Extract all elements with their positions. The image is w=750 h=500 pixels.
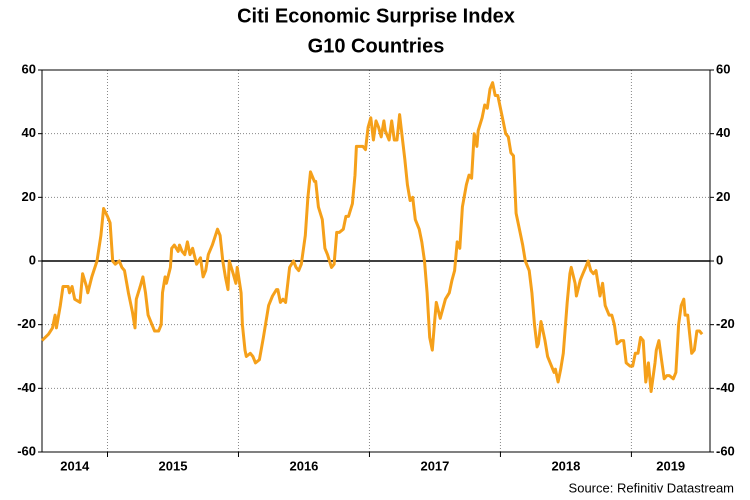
y2-tick-label: -20 (716, 316, 735, 331)
y-tick-label: -40 (17, 380, 36, 395)
x-tick-label: 2015 (159, 458, 188, 473)
x-tick-label: 2016 (289, 458, 318, 473)
y-tick-label: 60 (22, 61, 36, 76)
y2-tick-label: -60 (716, 443, 735, 458)
y-tick-label: 20 (22, 189, 36, 204)
source-note: Source: Refinitiv Datastream (569, 480, 734, 495)
y2-tick-label: 40 (716, 125, 730, 140)
data-line (40, 81, 704, 393)
y-tick-label: -20 (17, 316, 36, 331)
x-tick-label: 2014 (60, 458, 90, 473)
y-tick-label: 40 (22, 125, 36, 140)
x-tick-label: 2018 (551, 458, 580, 473)
y2-tick-label: 20 (716, 189, 730, 204)
y-tick-label: 0 (29, 252, 36, 267)
plot-frame (41, 69, 711, 453)
chart-title: Citi Economic Surprise Index (237, 5, 515, 27)
y2-tick-label: 0 (716, 252, 723, 267)
chart-subtitle: G10 Countries (308, 35, 445, 57)
y-tick-label: -60 (17, 443, 36, 458)
y2-tick-label: 60 (716, 61, 730, 76)
y2-tick-label: -40 (716, 380, 735, 395)
x-tick-label: 2017 (420, 458, 449, 473)
x-tick-label: 2019 (656, 458, 685, 473)
